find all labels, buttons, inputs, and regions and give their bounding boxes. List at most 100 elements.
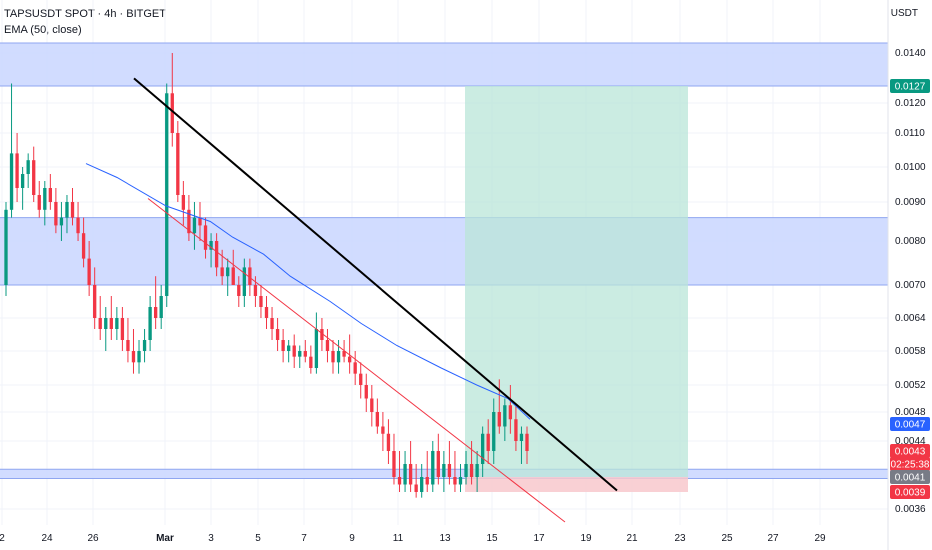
candle-body-3	[20, 174, 25, 188]
price-label-0: 0.0127	[895, 82, 926, 93]
x-tick-label-9: 13	[439, 533, 451, 544]
candle-body-10	[59, 217, 64, 226]
candle-body-50	[281, 340, 285, 351]
candle-body-55	[309, 356, 313, 368]
candle-body-86	[480, 433, 485, 464]
price-labels: 0.0127 0.0047 0.0043 02:25:38 0.0041 0.0039	[890, 79, 930, 499]
candle-body-42	[237, 285, 241, 296]
candle-body-15	[87, 258, 91, 285]
candle-body-12	[70, 202, 75, 218]
candle-body-94	[525, 433, 529, 451]
price-label-bg-4	[890, 470, 930, 484]
candle-body-17	[98, 318, 102, 329]
candle-body-51	[287, 345, 291, 351]
candle-body-25	[142, 340, 147, 351]
candle-body-8	[48, 188, 53, 202]
candle-body-35	[198, 217, 202, 226]
candle-body-92	[514, 419, 518, 441]
x-tick-label-10: 15	[486, 533, 498, 544]
candle-body-46	[259, 296, 263, 307]
y-tick-label-8: 0.0058	[895, 346, 926, 357]
symbol-title: TAPSUSDT SPOT · 4h · BITGET	[4, 8, 166, 20]
candle-body-2	[15, 153, 19, 188]
candle-body-91	[508, 405, 513, 420]
price-axis[interactable]: 0.0140 0.0120 0.0110 0.0100 0.0090 0.0080 0.00…	[895, 48, 926, 515]
candle-body-4	[26, 160, 30, 174]
price-label-4: 0.0041	[895, 473, 926, 484]
price-label-1: 0.0047	[895, 420, 926, 431]
candle-body-30	[170, 93, 174, 133]
candle-body-29	[165, 93, 169, 297]
candle-body-61	[342, 351, 346, 357]
candle-body-33	[187, 209, 191, 234]
candle-body-78	[436, 451, 440, 477]
candle-body-54	[303, 351, 307, 357]
candle-body-75	[420, 477, 424, 492]
x-tick-label-11: 17	[533, 533, 545, 544]
candle-body-44	[248, 267, 252, 285]
candle-body-26	[148, 307, 152, 340]
candle-body-48	[270, 318, 274, 329]
candle-body-52	[292, 345, 296, 357]
candle-body-16	[93, 285, 97, 318]
trendline-red	[147, 198, 566, 523]
candle-body-85	[475, 464, 479, 477]
x-tick-label-6: 7	[301, 533, 307, 544]
candle-body-90	[503, 405, 507, 427]
candle-body-83	[464, 464, 468, 477]
candle-body-63	[353, 362, 357, 374]
x-tick-label-16: 27	[767, 533, 779, 544]
candle-body-47	[264, 307, 269, 318]
x-tick-label-15: 25	[721, 533, 733, 544]
candle-body-56	[314, 329, 319, 368]
y-tick-label-7: 0.0064	[895, 313, 926, 324]
trendline-black	[133, 77, 618, 492]
candle-body-20	[115, 318, 119, 329]
price-label-3: 02:25:38	[891, 460, 930, 471]
x-tick-label-8: 11	[393, 533, 404, 544]
candle-body-77	[431, 451, 435, 485]
candle-body-66	[370, 398, 374, 412]
currency-label[interactable]: USDT	[890, 8, 918, 19]
candle-body-21	[120, 318, 125, 340]
candle-body-65	[364, 385, 368, 399]
candle-body-76	[425, 477, 429, 485]
candle-body-73	[408, 464, 413, 485]
candle-body-18	[104, 318, 108, 329]
x-tick-label-2: 26	[87, 533, 99, 544]
candle-body-69	[386, 433, 391, 451]
x-tick-label-17: 29	[814, 533, 826, 544]
candle-body-13	[76, 217, 80, 234]
candle-body-81	[453, 477, 457, 485]
price-label-bg-5	[890, 485, 930, 499]
candle-body-68	[381, 426, 385, 434]
candle-body-31	[176, 133, 180, 195]
y-tick-label-10: 0.0048	[895, 407, 926, 418]
x-tick-label-5: 5	[255, 533, 261, 544]
candle-body-38	[214, 241, 219, 268]
candle-body-80	[447, 464, 452, 477]
candle-body-84	[469, 464, 474, 477]
y-tick-label-6: 0.0070	[895, 280, 926, 291]
y-tick-label-0: 0.0140	[895, 48, 926, 59]
price-label-bg-0	[890, 79, 930, 93]
candle-body-64	[359, 373, 363, 385]
x-tick-label-12: 19	[580, 533, 592, 544]
zone-0	[0, 43, 888, 86]
x-tick-label-14: 23	[674, 533, 686, 544]
candle-body-7	[43, 188, 47, 210]
candle-body-72	[403, 464, 407, 485]
long-position[interactable]	[465, 86, 688, 492]
candle-body-19	[109, 318, 113, 329]
time-axis[interactable]: 2 24 26 Mar 3 5 7 9 11 13 15 17 19 21 23 25 27 29	[0, 533, 826, 544]
candle-body-43	[242, 267, 246, 296]
candle-body-36	[203, 225, 208, 250]
candle-body-24	[137, 351, 141, 363]
candle-body-45	[253, 285, 258, 296]
y-tick-label-2: 0.0110	[895, 128, 925, 139]
candle-body-70	[392, 451, 396, 477]
x-tick-label-7: 9	[349, 533, 355, 544]
trendlines[interactable]	[133, 77, 618, 523]
candle-body-57	[320, 329, 324, 340]
